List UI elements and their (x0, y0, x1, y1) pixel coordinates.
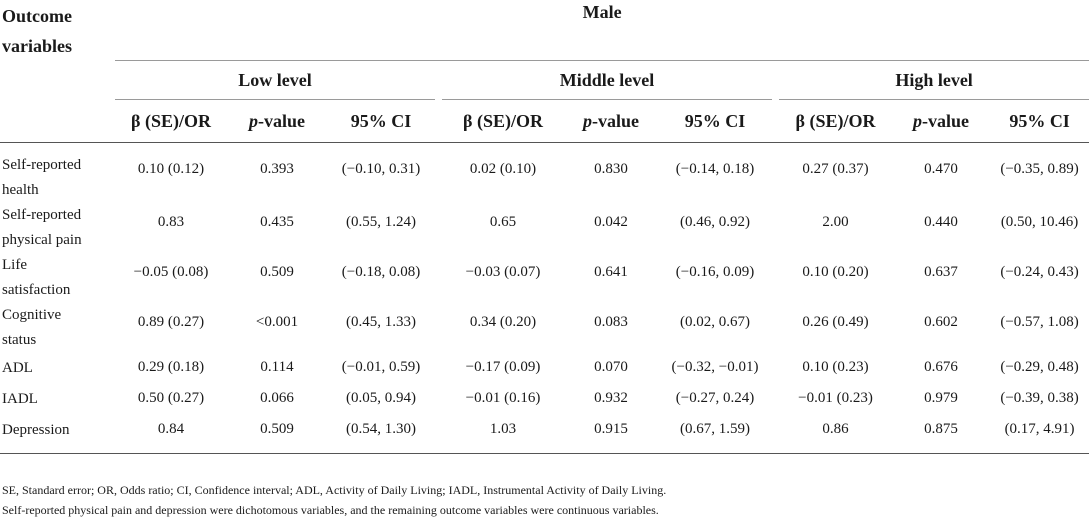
beta-cell: −0.17 (0.09) (465, 359, 541, 375)
outcome-label: Cognitive status (2, 307, 62, 348)
pvalue-cell: 0.830 (594, 161, 628, 177)
beta-cell: 0.27 (0.37) (802, 161, 869, 177)
col-header-ci: 95% CI (684, 110, 746, 131)
col-header-pvalue: p-value (249, 110, 305, 131)
pvalue-cell: 0.932 (594, 390, 628, 406)
outcome-variables-header: Outcome variables (0, 0, 115, 143)
pvalue-cell: 0.440 (924, 214, 958, 230)
beta-cell: 0.10 (0.23) (802, 359, 869, 375)
outcome-label: Life satisfaction (2, 257, 71, 298)
ci-cell: (−0.35, 0.89) (1000, 161, 1079, 177)
pvalue-cell: 0.509 (260, 264, 294, 280)
pvalue-cell: 0.066 (260, 390, 294, 406)
ci-cell: (−0.14, 0.18) (675, 161, 755, 177)
pvalue-cell: 0.637 (924, 264, 958, 280)
col-header-ci: 95% CI (1009, 110, 1070, 131)
pvalue-cell: 0.393 (260, 161, 294, 177)
beta-cell: 0.10 (0.20) (802, 264, 869, 280)
table-row: Cognitive status 0.89 (0.27) <0.001 (0.45, 1… (0, 303, 1089, 353)
ci-cell: (0.45, 1.33) (346, 314, 416, 330)
table-row: Self-reported physical pain 0.83 0.435 (0.55… (0, 203, 1089, 253)
table-body: Self-reported health 0.10 (0.12) 0.393 (−0.1… (0, 143, 1089, 453)
pvalue-cell: 0.042 (594, 214, 628, 230)
beta-cell: −0.05 (0.08) (133, 264, 209, 280)
table-footnotes: SE, Standard error; OR, Odds ratio; CI, … (2, 480, 666, 520)
beta-cell: 2.00 (822, 214, 849, 230)
footnote-abbreviations: SE, Standard error; OR, Odds ratio; CI, … (2, 483, 667, 497)
ci-cell: (−0.32, −0.01) (671, 359, 759, 375)
ci-cell: (0.17, 4.91) (1004, 421, 1075, 437)
pvalue-cell: 0.676 (924, 359, 958, 375)
high-level-header: High level (779, 60, 1089, 100)
col-header-pvalue: p-value (913, 110, 969, 131)
col-header-beta: β (SE)/OR (131, 110, 211, 131)
results-table: Outcome variables Male Low level Middle … (0, 0, 1089, 453)
ci-cell: (0.67, 1.59) (680, 421, 750, 437)
footnote-variable-types: Self-reported physical pain and depressi… (2, 503, 659, 517)
ci-cell: (−0.10, 0.31) (341, 161, 421, 177)
table-row: Self-reported health 0.10 (0.12) 0.393 (−0.1… (0, 143, 1089, 204)
ci-cell: (−0.29, 0.48) (1000, 359, 1079, 375)
male-group-header: Male (582, 2, 622, 22)
outcome-label: Self-reported physical pain (2, 207, 82, 248)
outcome-label: ADL (2, 360, 33, 376)
outcome-label: Depression (2, 422, 70, 438)
beta-cell: 1.03 (489, 421, 517, 437)
col-header-pvalue: p-value (583, 110, 639, 131)
pvalue-cell: 0.435 (260, 214, 294, 230)
ci-cell: (0.05, 0.94) (346, 390, 416, 406)
beta-cell: 0.10 (0.12) (137, 161, 205, 177)
ci-cell: (−0.16, 0.09) (675, 264, 755, 280)
beta-cell: 0.83 (157, 214, 185, 230)
ci-cell: (0.50, 10.46) (1000, 214, 1079, 230)
pvalue-cell: 0.083 (594, 314, 628, 330)
ci-cell: (0.46, 0.92) (680, 214, 750, 230)
beta-cell: 0.65 (489, 214, 517, 230)
outcome-label: IADL (2, 391, 38, 407)
beta-cell: 0.29 (0.18) (137, 359, 205, 375)
ci-cell: (0.02, 0.67) (680, 314, 750, 330)
pvalue-cell: <0.001 (255, 314, 299, 330)
table-row: IADL 0.50 (0.27) 0.066 (0.05, 0.94) −0.01 (0… (0, 384, 1089, 415)
beta-cell: 0.26 (0.49) (802, 314, 869, 330)
ci-cell: (−0.57, 1.08) (1000, 314, 1079, 330)
ci-cell: (−0.24, 0.43) (1000, 264, 1079, 280)
outcome-label: Self-reported health (2, 157, 82, 198)
pvalue-cell: 0.070 (594, 359, 628, 375)
beta-cell: 0.89 (0.27) (137, 314, 205, 330)
table-row: ADL 0.29 (0.18) 0.114 (−0.01, 0.59) −0.17 (0… (0, 353, 1089, 384)
middle-level-header: Middle level (442, 60, 772, 100)
col-header-beta: β (SE)/OR (795, 110, 876, 131)
col-header-beta: β (SE)/OR (463, 110, 543, 131)
ci-cell: (0.55, 1.24) (346, 214, 416, 230)
beta-cell: −0.03 (0.07) (465, 264, 541, 280)
pvalue-cell: 0.641 (594, 264, 628, 280)
beta-cell: 0.84 (157, 421, 185, 437)
col-header-ci: 95% CI (350, 110, 412, 131)
pvalue-cell: 0.602 (924, 314, 958, 330)
pvalue-cell: 0.915 (594, 421, 628, 437)
outcome-header-line2: variables (2, 36, 72, 56)
ci-cell: (−0.39, 0.38) (1000, 390, 1079, 406)
pvalue-cell: 0.875 (924, 421, 958, 437)
table-row: Life satisfaction −0.05 (0.08) 0.509 (−0.18,… (0, 253, 1089, 303)
pvalue-cell: 0.509 (260, 421, 294, 437)
beta-cell: 0.34 (0.20) (469, 314, 537, 330)
beta-cell: −0.01 (0.23) (798, 390, 873, 406)
pvalue-cell: 0.114 (260, 359, 294, 375)
beta-cell: −0.01 (0.16) (465, 390, 541, 406)
ci-cell: (−0.18, 0.08) (341, 264, 421, 280)
pvalue-cell: 0.470 (924, 161, 958, 177)
ci-cell: (−0.27, 0.24) (675, 390, 755, 406)
low-level-header: Low level (115, 60, 435, 100)
beta-cell: 0.86 (822, 421, 849, 437)
ci-cell: (−0.01, 0.59) (341, 359, 421, 375)
table-row: Depression 0.84 0.509 (0.54, 1.30) 1.03 0.915… (0, 415, 1089, 453)
pvalue-cell: 0.979 (924, 390, 958, 406)
beta-cell: 0.02 (0.10) (469, 161, 537, 177)
beta-cell: 0.50 (0.27) (137, 390, 205, 406)
outcome-header-line1: Outcome (2, 6, 72, 26)
ci-cell: (0.54, 1.30) (346, 421, 416, 437)
